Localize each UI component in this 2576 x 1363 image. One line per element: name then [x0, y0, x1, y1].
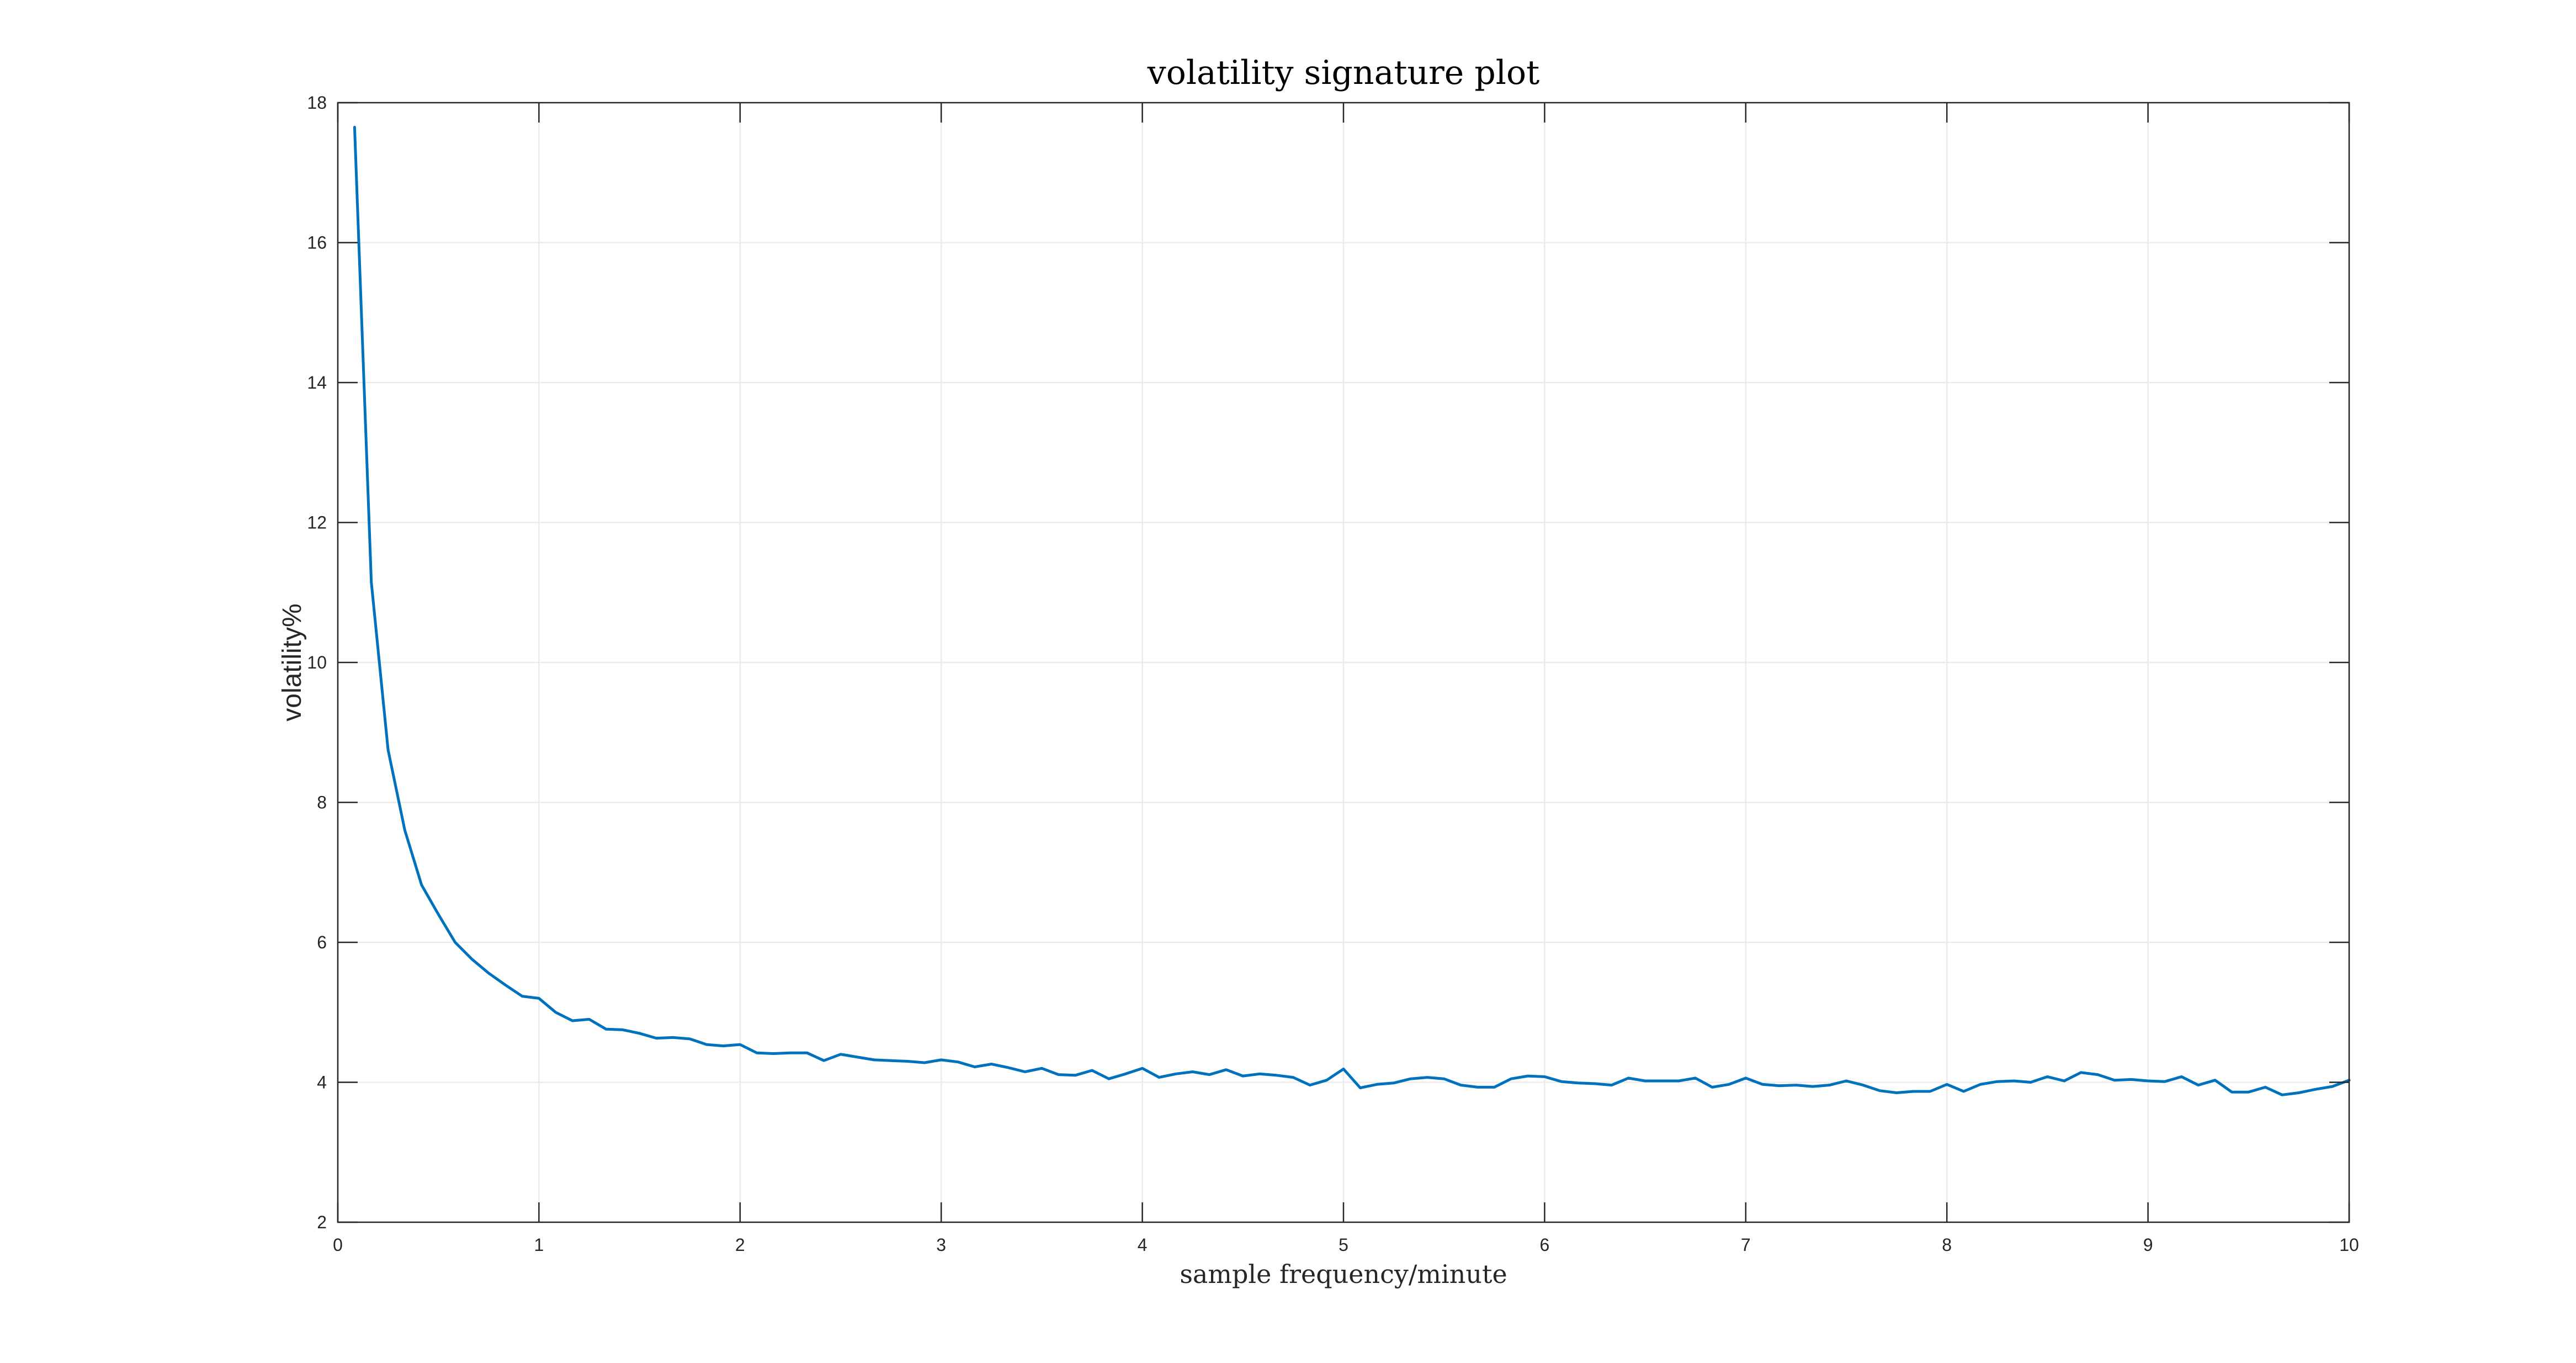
y-tick-labels: 2 4 6 8 10 12 14 16 18 [307, 93, 327, 1232]
plot-series [353, 125, 2351, 1096]
x-tick-label: 0 [333, 1235, 343, 1255]
x-tick-label: 8 [1942, 1235, 1952, 1255]
x-tick-label: 9 [2143, 1235, 2153, 1255]
x-axis-label: sample frequency/minute [1180, 1259, 1507, 1289]
x-tick-label: 1 [534, 1235, 544, 1255]
y-tick-label: 16 [307, 233, 327, 253]
x-tick-label: 2 [735, 1235, 745, 1255]
series-line-0 [353, 125, 2351, 1096]
y-tick-label: 2 [317, 1212, 327, 1232]
chart-title: volatility signature plot [1147, 54, 1539, 92]
x-tick-label: 5 [1339, 1235, 1348, 1255]
x-tick-label: 3 [936, 1235, 946, 1255]
y-tick-label: 12 [307, 513, 327, 533]
x-tick-label: 6 [1540, 1235, 1550, 1255]
x-tick-label: 4 [1138, 1235, 1148, 1255]
y-tick-label: 8 [317, 793, 327, 813]
y-tick-label: 18 [307, 93, 327, 113]
y-axis-label: volatility% [278, 603, 307, 721]
x-tick-labels: 0 1 2 3 4 5 6 7 8 9 10 [333, 1235, 2359, 1255]
x-tick-label: 7 [1741, 1235, 1751, 1255]
y-tick-label: 6 [317, 932, 327, 952]
axis-ticks [337, 102, 2350, 1223]
x-tick-label: 10 [2339, 1235, 2359, 1255]
y-tick-label: 10 [307, 653, 327, 672]
y-tick-label: 14 [307, 373, 327, 393]
y-tick-label: 4 [317, 1073, 327, 1092]
